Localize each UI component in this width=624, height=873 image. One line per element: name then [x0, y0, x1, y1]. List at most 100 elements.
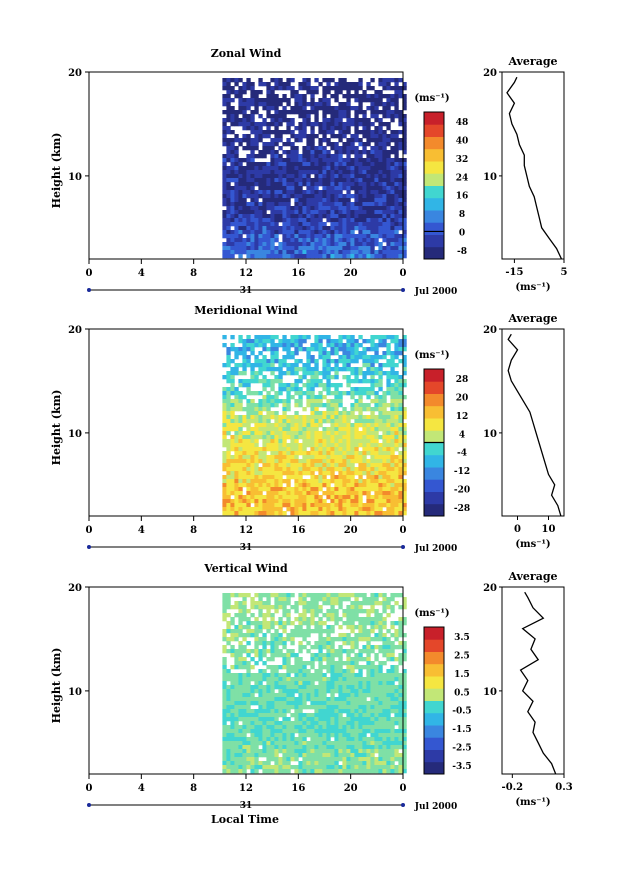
heatmap-cell: [250, 507, 255, 512]
heatmap-cell: [398, 122, 403, 127]
heatmap-cell: [398, 114, 403, 119]
heatmap-cell: [282, 118, 287, 123]
heatmap-cell: [374, 379, 379, 384]
heatmap-cell: [266, 130, 271, 135]
heatmap-cell: [358, 367, 363, 372]
heatmap-cell: [354, 371, 359, 376]
heatmap-cell: [254, 250, 259, 255]
heatmap-cell: [290, 210, 295, 215]
heatmap-cell: [330, 597, 335, 602]
heatmap-cell: [390, 447, 395, 452]
heatmap-cell: [366, 222, 371, 227]
heatmap-cell: [350, 709, 355, 714]
heatmap-cell: [358, 130, 363, 135]
heatmap-cell: [322, 118, 327, 123]
heatmap-cell: [318, 371, 323, 376]
heatmap-cell: [310, 214, 315, 219]
heatmap-cell: [398, 130, 403, 135]
heatmap-cell: [254, 254, 259, 259]
heatmap-cell: [326, 194, 331, 199]
heatmap-cell: [234, 733, 239, 738]
heatmap-cell: [346, 150, 351, 155]
heatmap-cell: [338, 411, 343, 416]
heatmap-cell: [290, 254, 295, 259]
x-tick-label: 0: [400, 268, 407, 279]
heatmap-cell: [366, 379, 371, 384]
heatmap-cell: [338, 130, 343, 135]
heatmap-cell: [358, 601, 363, 606]
heatmap-cell: [238, 685, 243, 690]
heatmap-cell: [318, 202, 323, 207]
heatmap-cell: [346, 138, 351, 143]
heatmap-cell: [310, 609, 315, 614]
heatmap-cell: [262, 427, 267, 432]
heatmap-cell: [354, 154, 359, 159]
heatmap-cell: [378, 435, 383, 440]
heatmap-cell: [318, 399, 323, 404]
heatmap-cell: [290, 435, 295, 440]
heatmap-cell: [398, 118, 403, 123]
heatmap-cell: [402, 158, 407, 163]
heatmap-cell: [294, 363, 299, 368]
heatmap-cell: [294, 439, 299, 444]
heatmap-cell: [394, 234, 399, 239]
heatmap-cell: [282, 399, 287, 404]
heatmap-cell: [350, 351, 355, 356]
heatmap-cell: [390, 250, 395, 255]
heatmap-cell: [310, 463, 315, 468]
heatmap-cell: [338, 150, 343, 155]
heatmap-cell: [222, 242, 227, 247]
heatmap-cell: [382, 210, 387, 215]
heatmap-cell: [394, 431, 399, 436]
heatmap-cell: [386, 455, 391, 460]
heatmap-cell: [326, 218, 331, 223]
heatmap-cell: [350, 673, 355, 678]
heatmap-cell: [302, 122, 307, 127]
heatmap-cell: [234, 637, 239, 642]
heatmap-cell: [270, 435, 275, 440]
heatmap-cell: [250, 166, 255, 171]
heatmap-cell: [278, 339, 283, 344]
heatmap-cell: [326, 371, 331, 376]
heatmap-cell: [334, 142, 339, 147]
heatmap-cell: [226, 669, 231, 674]
heatmap-cell: [230, 689, 235, 694]
heatmap-cell: [278, 138, 283, 143]
heatmap-cell: [286, 669, 291, 674]
heatmap-cell: [258, 154, 263, 159]
heatmap-cell: [358, 174, 363, 179]
heatmap-cell: [366, 499, 371, 504]
heatmap-cell: [314, 749, 319, 754]
heatmap-cell: [250, 222, 255, 227]
heatmap-cell: [378, 463, 383, 468]
heatmap-cell: [338, 178, 343, 183]
heatmap-cell: [310, 190, 315, 195]
heatmap-cell: [386, 415, 391, 420]
heatmap-cell: [282, 713, 287, 718]
heatmap-cell: [314, 459, 319, 464]
heatmap-cell: [222, 669, 227, 674]
heatmap-cell: [306, 230, 311, 235]
heatmap-cell: [262, 435, 267, 440]
heatmap-cell: [246, 757, 251, 762]
heatmap-cell: [306, 725, 311, 730]
heatmap-cell: [230, 415, 235, 420]
heatmap-cell: [394, 347, 399, 352]
x-tick-label: 8: [190, 268, 197, 279]
heatmap-cell: [258, 174, 263, 179]
heatmap-cell: [314, 721, 319, 726]
heatmap-cell: [222, 222, 227, 227]
heatmap-cell: [318, 749, 323, 754]
heatmap-cell: [334, 689, 339, 694]
heatmap-cell: [298, 158, 303, 163]
heatmap-cell: [374, 463, 379, 468]
heatmap-cell: [402, 182, 407, 187]
heatmap-cell: [346, 90, 351, 95]
heatmap-cell: [310, 395, 315, 400]
heatmap-cell: [354, 359, 359, 364]
heatmap-cell: [254, 182, 259, 187]
heatmap-cell: [394, 391, 399, 396]
heatmap-cell: [326, 709, 331, 714]
heatmap-cell: [278, 134, 283, 139]
heatmap-cell: [238, 705, 243, 710]
